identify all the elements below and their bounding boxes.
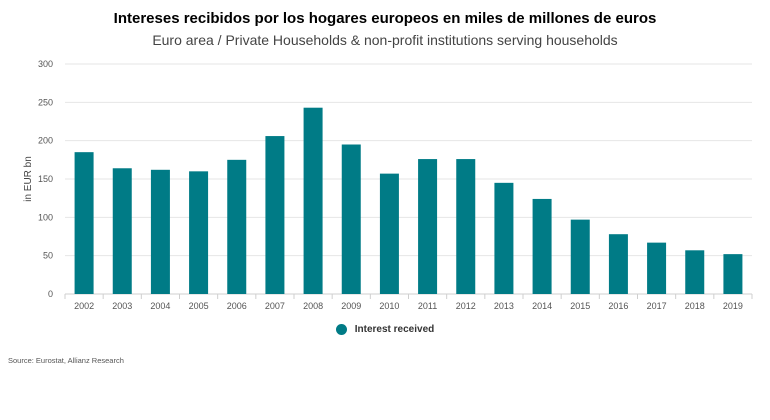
x-tick-label: 2007 [265,301,285,311]
y-tick-label: 300 [38,59,53,69]
legend-swatch [335,324,347,335]
bar-2014 [532,198,552,294]
y-tick-label: 0 [48,289,53,299]
legend: Interest received [0,324,770,335]
x-tick-label: 2008 [303,301,323,311]
x-tick-label: 2016 [608,301,628,311]
y-axis-title: in EUR bn [23,156,34,202]
y-axis: 0 50 100 150 200 250 300 [38,59,53,299]
x-tick-label: 2019 [723,301,743,311]
bar-2016 [608,234,628,294]
x-axis: 2002 2003 2004 2005 2006 2007 2008 2009 2010 2011… [64,294,753,311]
bar-2019 [723,254,743,294]
x-tick-label: 2018 [685,301,705,311]
bar-2015 [570,219,590,294]
bar-2018 [685,250,705,294]
bar-2004 [150,169,170,294]
bar-2012 [456,159,476,294]
x-tick-label: 2004 [150,301,170,311]
y-tick-label: 50 [43,251,53,261]
bar-2010 [379,173,399,294]
x-tick-label: 2015 [570,301,590,311]
x-tick-label: 2005 [189,301,209,311]
bar-2006 [227,159,247,294]
bar-2013 [494,182,514,294]
x-tick-label: 2009 [341,301,361,311]
bar-2011 [418,159,438,294]
x-tick-label: 2006 [227,301,247,311]
chart-subtitle: Euro area / Private Households & non-pro… [152,32,618,48]
y-tick-label: 100 [38,212,53,222]
bar-2017 [647,242,667,294]
x-tick-label: 2011 [418,301,437,311]
bar-2008 [303,107,323,294]
y-tick-label: 200 [38,136,53,146]
chart-title: Intereses recibidos por los hogares euro… [113,10,657,27]
bar-2009 [341,144,361,294]
y-tick-label: 150 [38,174,53,184]
legend-label: Interest received [354,324,435,335]
x-tick-label: 2014 [532,301,552,311]
bar-2003 [112,168,132,294]
x-tick-label: 2002 [74,301,94,311]
y-tick-label: 250 [38,97,53,107]
x-tick-label: 2017 [647,301,667,311]
x-tick-label: 2010 [379,301,399,311]
bars [74,107,743,294]
bar-2007 [265,136,285,294]
x-tick-label: 2012 [456,301,476,311]
bar-2005 [189,171,209,294]
x-tick-label: 2013 [494,301,514,311]
bar-2002 [74,152,94,294]
x-tick-label: 2003 [112,301,132,311]
source-note: Source: Eurostat, Allianz Research [8,356,124,365]
